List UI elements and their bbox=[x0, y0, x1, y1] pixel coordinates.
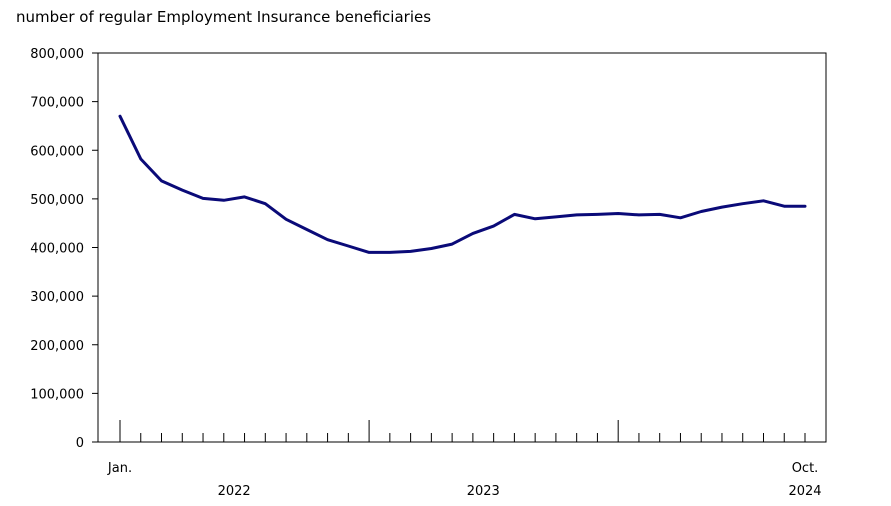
y-tick-label: 100,000 bbox=[30, 387, 84, 402]
y-tick-label: 200,000 bbox=[30, 339, 84, 354]
year-label: 2022 bbox=[218, 484, 251, 499]
y-tick-label: 500,000 bbox=[30, 193, 84, 208]
year-label: 2023 bbox=[467, 484, 500, 499]
x-tick-label-start: Jan. bbox=[107, 461, 132, 476]
y-tick-label: 800,000 bbox=[30, 47, 84, 62]
y-axis-title: number of regular Employment Insurance b… bbox=[16, 8, 431, 26]
x-tick-label-end: Oct. bbox=[792, 461, 819, 476]
plot-frame bbox=[97, 52, 827, 443]
y-tick-label: 300,000 bbox=[30, 290, 84, 305]
y-tick-label: 400,000 bbox=[30, 242, 84, 257]
year-labels: 2022 2023 2024 bbox=[218, 484, 822, 499]
year-label: 2024 bbox=[788, 484, 821, 499]
x-axis-ticks bbox=[119, 420, 806, 442]
y-tick-label: 600,000 bbox=[30, 144, 84, 159]
y-axis-ticks: 0 100,000 200,000 300,000 400,000 500,000 600,… bbox=[30, 47, 98, 451]
y-tick-label: 700,000 bbox=[30, 96, 84, 111]
series-line bbox=[118, 114, 807, 254]
y-tick-label: 0 bbox=[76, 436, 84, 451]
